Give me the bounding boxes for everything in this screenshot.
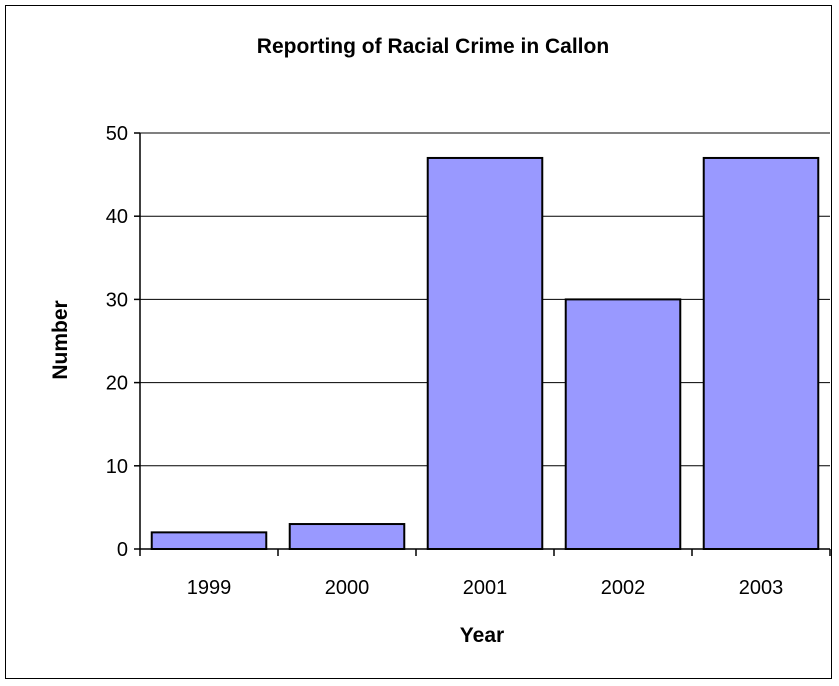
chart-title: Reporting of Racial Crime in Callon [257, 35, 609, 58]
y-tick-label: 20 [106, 373, 128, 395]
bar-2003 [702, 156, 820, 551]
y-axis-title: Number [49, 300, 72, 379]
plot-area: 0 10 20 30 40 50 1999 2000 2001 2002 2003 [106, 123, 831, 599]
chart-frame [5, 5, 832, 679]
bar-2000 [288, 523, 406, 550]
bar-2001 [426, 156, 544, 551]
x-tick-label: 2003 [739, 577, 784, 599]
x-tick-label: 1999 [187, 577, 232, 599]
y-tick-label: 0 [117, 539, 128, 561]
y-tick-label: 10 [106, 456, 128, 478]
y-tick-label: 40 [106, 206, 128, 228]
y-tick-label: 50 [106, 123, 128, 145]
x-tick-label: 2002 [601, 577, 646, 599]
x-tick-label: 2001 [463, 577, 508, 599]
x-axis-title: Year [460, 624, 504, 647]
bar-2002 [564, 298, 682, 550]
y-tick-label: 30 [106, 289, 128, 311]
bar-1999 [150, 531, 268, 550]
x-tick-label: 2000 [325, 577, 370, 599]
